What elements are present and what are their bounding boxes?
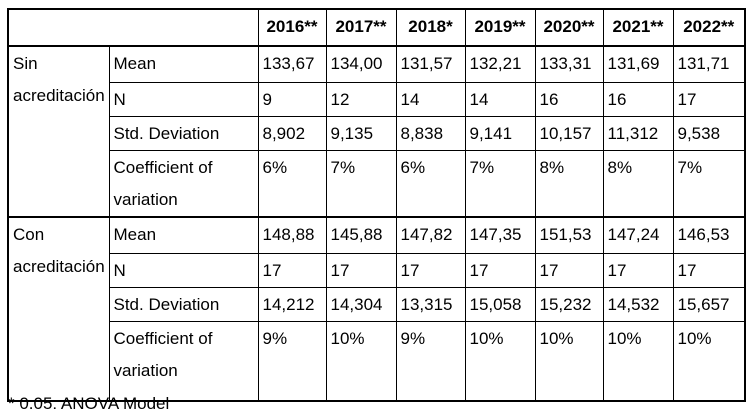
cell-value: 15,232 — [534, 287, 604, 322]
group-label-con-acreditacion: Con acreditación — [7, 215, 110, 401]
table-row: Con acreditación Mean 148,88 145,88 147,… — [7, 215, 746, 401]
cell-value: 14,532 — [602, 287, 674, 322]
cell-value: 13,315 — [395, 287, 466, 322]
table-header-row: 2016** 2017** 2018* 2019** 2020** 2021**… — [7, 8, 746, 47]
cell-value: 9,135 — [325, 115, 397, 151]
cell-value: 17 — [325, 253, 397, 288]
stat-label-mean: Mean — [108, 215, 259, 254]
group-label-sin-acreditacion: Sin acreditación — [7, 45, 110, 217]
table-row: Std. Deviation 8,902 9,135 8,838 9,141 1… — [8, 115, 746, 151]
cell-value: 8% — [602, 149, 674, 217]
table-row: Std. Deviation 14,212 14,304 13,315 15,0… — [8, 287, 746, 322]
cell-value: 151,53 — [534, 215, 604, 254]
table-row: Sin acreditación Mean 133,67 134,00 131,… — [7, 45, 746, 217]
cell-value: 10% — [534, 321, 604, 401]
column-header-2021: 2021** — [602, 8, 674, 47]
cell-value: 8% — [534, 149, 604, 217]
cell-value: 9,141 — [464, 115, 536, 151]
cell-value: 9% — [257, 321, 327, 401]
cell-value: 9% — [395, 321, 466, 401]
cell-value: 6% — [257, 149, 327, 217]
cell-value: 17 — [672, 81, 746, 117]
cell-value: 147,35 — [464, 215, 536, 254]
stat-label-coefficient-of-variation: Coefficient of variation — [108, 321, 259, 401]
cell-value: 17 — [534, 253, 604, 288]
column-header-2016: 2016** — [257, 8, 327, 47]
cell-value: 134,00 — [325, 45, 397, 83]
statistics-table: 2016** 2017** 2018* 2019** 2020** 2021**… — [7, 8, 746, 402]
cell-value: 11,312 — [602, 115, 674, 151]
cell-value: 14,304 — [325, 287, 397, 322]
cell-value: 17 — [395, 253, 466, 288]
cell-value: 10% — [602, 321, 674, 401]
cell-value: 9 — [257, 81, 327, 117]
cell-value: 7% — [672, 149, 746, 217]
stat-label-std-deviation: Std. Deviation — [108, 115, 259, 151]
cell-value: 15,657 — [672, 287, 746, 322]
column-header-2017: 2017** — [325, 8, 397, 47]
cell-value: 17 — [257, 253, 327, 288]
table-row: Coefficient of variation 6% 7% 6% 7% 8% … — [8, 149, 746, 217]
cell-value: 8,838 — [395, 115, 466, 151]
column-header-2020: 2020** — [534, 8, 604, 47]
table-row: N 17 17 17 17 17 17 17 — [8, 253, 746, 288]
column-header-2019: 2019** — [464, 8, 536, 47]
stat-label-n: N — [108, 253, 259, 288]
cell-value: 147,82 — [395, 215, 466, 254]
cell-value: 9,538 — [672, 115, 746, 151]
cell-value: 10,157 — [534, 115, 604, 151]
table-footnote: * 0.05: ANOVA Model — [8, 394, 170, 413]
cell-value: 6% — [395, 149, 466, 217]
header-corner-cell — [7, 8, 259, 47]
stat-label-mean: Mean — [108, 45, 259, 83]
cell-value: 14 — [395, 81, 466, 117]
stat-label-n: N — [108, 81, 259, 117]
cell-value: 133,67 — [257, 45, 327, 83]
cell-value: 17 — [672, 253, 746, 288]
cell-value: 16 — [602, 81, 674, 117]
cell-value: 131,57 — [395, 45, 466, 83]
stat-label-coefficient-of-variation: Coefficient of variation — [108, 149, 259, 217]
cell-value: 131,69 — [602, 45, 674, 83]
cell-value: 7% — [464, 149, 536, 217]
cell-value: 8,902 — [257, 115, 327, 151]
cell-value: 7% — [325, 149, 397, 217]
cell-value: 17 — [464, 253, 536, 288]
cell-value: 16 — [534, 81, 604, 117]
cell-value: 14,212 — [257, 287, 327, 322]
cell-value: 10% — [464, 321, 536, 401]
cell-value: 148,88 — [257, 215, 327, 254]
stat-label-std-deviation: Std. Deviation — [108, 287, 259, 322]
column-header-2018: 2018* — [395, 8, 466, 47]
cell-value: 14 — [464, 81, 536, 117]
cell-value: 147,24 — [602, 215, 674, 254]
cell-value: 15,058 — [464, 287, 536, 322]
cell-value: 10% — [325, 321, 397, 401]
table-row: N 9 12 14 14 16 16 17 — [8, 81, 746, 117]
cell-value: 10% — [672, 321, 746, 401]
table-row: Coefficient of variation 9% 10% 9% 10% 1… — [8, 321, 746, 401]
cell-value: 146,53 — [672, 215, 746, 254]
cell-value: 132,21 — [464, 45, 536, 83]
cell-value: 145,88 — [325, 215, 397, 254]
cell-value: 17 — [602, 253, 674, 288]
cell-value: 133,31 — [534, 45, 604, 83]
cell-value: 131,71 — [672, 45, 746, 83]
column-header-2022: 2022** — [672, 8, 746, 47]
cell-value: 12 — [325, 81, 397, 117]
